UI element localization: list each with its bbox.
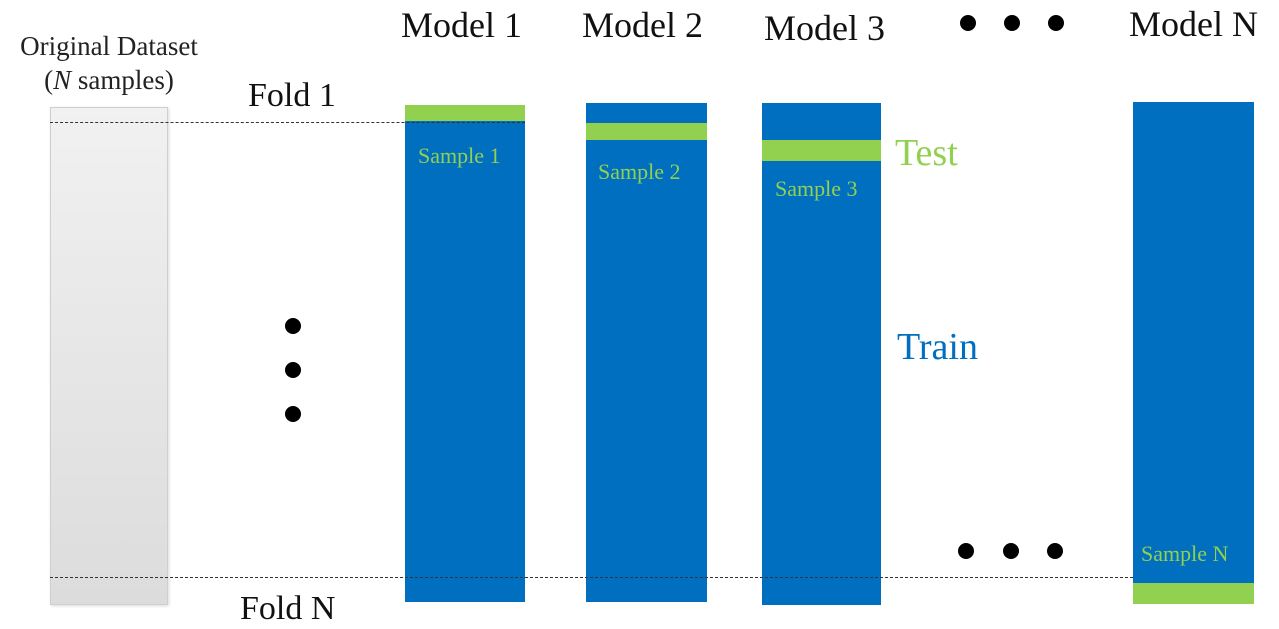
- model-1-test-band: [405, 105, 525, 121]
- model-2-sample-label: Sample 2: [598, 159, 681, 184]
- model-3-sample-label: Sample 3: [775, 176, 858, 201]
- model-3-title: Model 3: [764, 8, 885, 48]
- model-3-test-band: [762, 140, 881, 161]
- ellipsis-dot: [1003, 543, 1019, 559]
- model-1-train-bar: [405, 105, 525, 602]
- dataset-title-line1: Original Dataset: [20, 31, 198, 61]
- model-1-sample-label: Sample 1: [418, 143, 501, 168]
- model-n-train-bar: [1133, 102, 1254, 583]
- model-3-train-bar: [762, 103, 881, 605]
- model-n-test-band: [1133, 583, 1254, 604]
- ellipsis-dot: [1048, 15, 1064, 31]
- model-2-title: Model 2: [582, 5, 703, 45]
- ellipsis-dot: [960, 15, 976, 31]
- ellipsis-dot: [1004, 15, 1020, 31]
- fold-n-label: Fold N: [240, 590, 336, 627]
- legend-test-label: Test: [895, 132, 958, 174]
- fold-n-boundary-line: [50, 577, 1133, 578]
- dataset-bar: [50, 107, 168, 605]
- dataset-title-var: N: [53, 64, 72, 95]
- model-2-train-bar: [586, 103, 707, 602]
- ellipsis-dot: [958, 543, 974, 559]
- model-n-sample-label: Sample N: [1141, 541, 1229, 566]
- dataset-title: Original Dataset (N samples): [0, 30, 218, 98]
- fold-1-boundary-line: [50, 122, 525, 123]
- model-1-title: Model 1: [401, 5, 522, 45]
- model-2-test-band: [586, 123, 707, 140]
- legend-train-label: Train: [897, 326, 978, 368]
- model-n-title: Model N: [1129, 4, 1258, 44]
- dataset-title-rest: samples: [71, 64, 165, 95]
- dataset-title-line2: (N samples): [44, 64, 174, 95]
- ellipsis-dot: [285, 406, 301, 422]
- fold-1-label: Fold 1: [248, 77, 336, 114]
- ellipsis-dot: [1047, 543, 1063, 559]
- ellipsis-dot: [285, 362, 301, 378]
- ellipsis-dot: [285, 318, 301, 334]
